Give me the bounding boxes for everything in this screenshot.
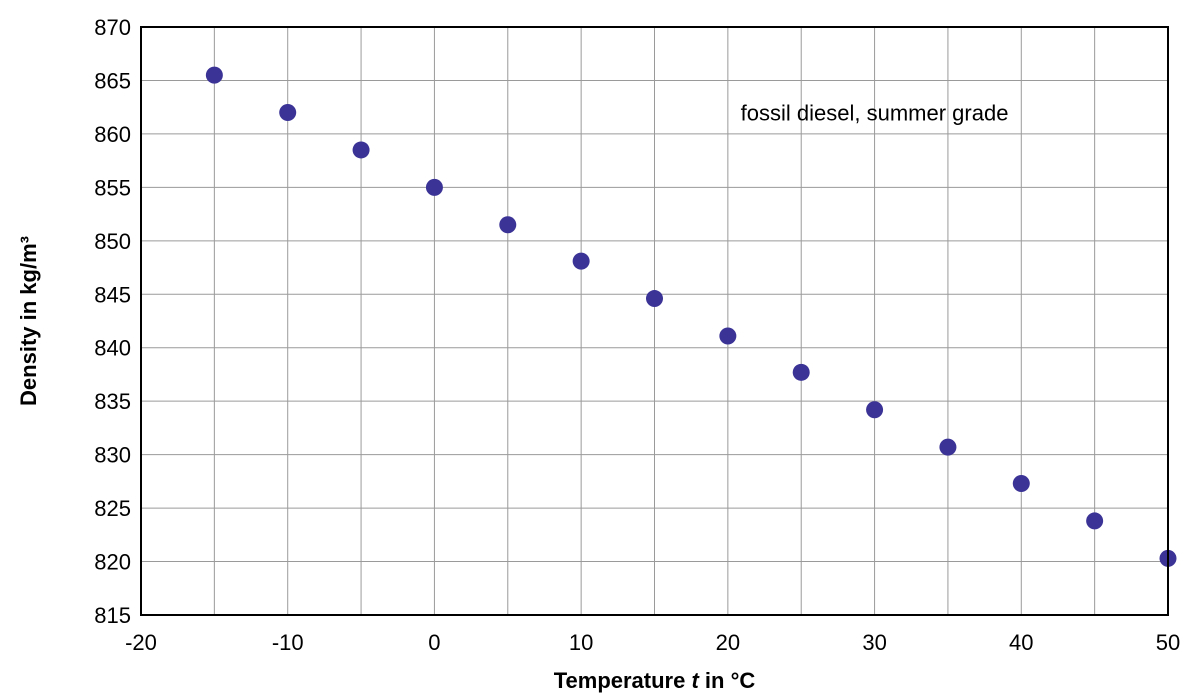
data-point (499, 216, 517, 234)
x-tick-label: 40 (1009, 630, 1033, 655)
y-tick-label: 840 (94, 336, 131, 361)
y-tick-label: 870 (94, 15, 131, 40)
y-axis-tick-labels: 815 820 825 830 835 840 845 850 855 860 865 870 (94, 15, 131, 628)
y-tick-label: 825 (94, 496, 131, 521)
data-point (1086, 512, 1104, 530)
x-tick-label: 10 (569, 630, 593, 655)
x-axis-title: Temperature t in °C (554, 668, 756, 693)
chart-annotation: fossil diesel, summer grade (741, 101, 1009, 126)
plot-area-frame (140, 26, 1169, 616)
y-axis-title: Density in kg/m³ (16, 236, 41, 406)
x-tick-label: -10 (272, 630, 304, 655)
x-axis-tick-labels: -20 -10 0 10 20 30 40 50 (125, 630, 1180, 655)
data-points (205, 66, 1177, 567)
data-point (1012, 475, 1030, 493)
data-point (205, 66, 223, 84)
data-point (425, 178, 443, 196)
data-point (352, 141, 370, 159)
y-tick-label: 850 (94, 229, 131, 254)
x-tick-label: 30 (862, 630, 886, 655)
y-tick-label: 835 (94, 389, 131, 414)
y-tick-label: 820 (94, 550, 131, 575)
data-point (646, 290, 663, 308)
data-point (792, 363, 810, 381)
data-point (719, 327, 737, 345)
x-tick-label: -20 (125, 630, 157, 655)
y-tick-label: 865 (94, 68, 131, 93)
data-point (279, 104, 297, 122)
x-axis-title-part: in °C (699, 668, 756, 693)
y-tick-label: 855 (94, 175, 131, 200)
y-tick-label: 845 (94, 282, 131, 307)
y-tick-label: 860 (94, 122, 131, 147)
x-axis-title-variable: t (691, 668, 700, 693)
x-tick-label: 50 (1156, 630, 1180, 655)
x-axis-title-part: Temperature (554, 668, 692, 693)
x-tick-label: 20 (716, 630, 740, 655)
data-point (939, 438, 957, 456)
data-point (866, 401, 884, 419)
y-tick-label: 830 (94, 443, 131, 468)
y-tick-label: 815 (94, 603, 131, 628)
grid-lines (141, 27, 1168, 615)
x-tick-label: 0 (428, 630, 440, 655)
data-point (572, 252, 590, 270)
